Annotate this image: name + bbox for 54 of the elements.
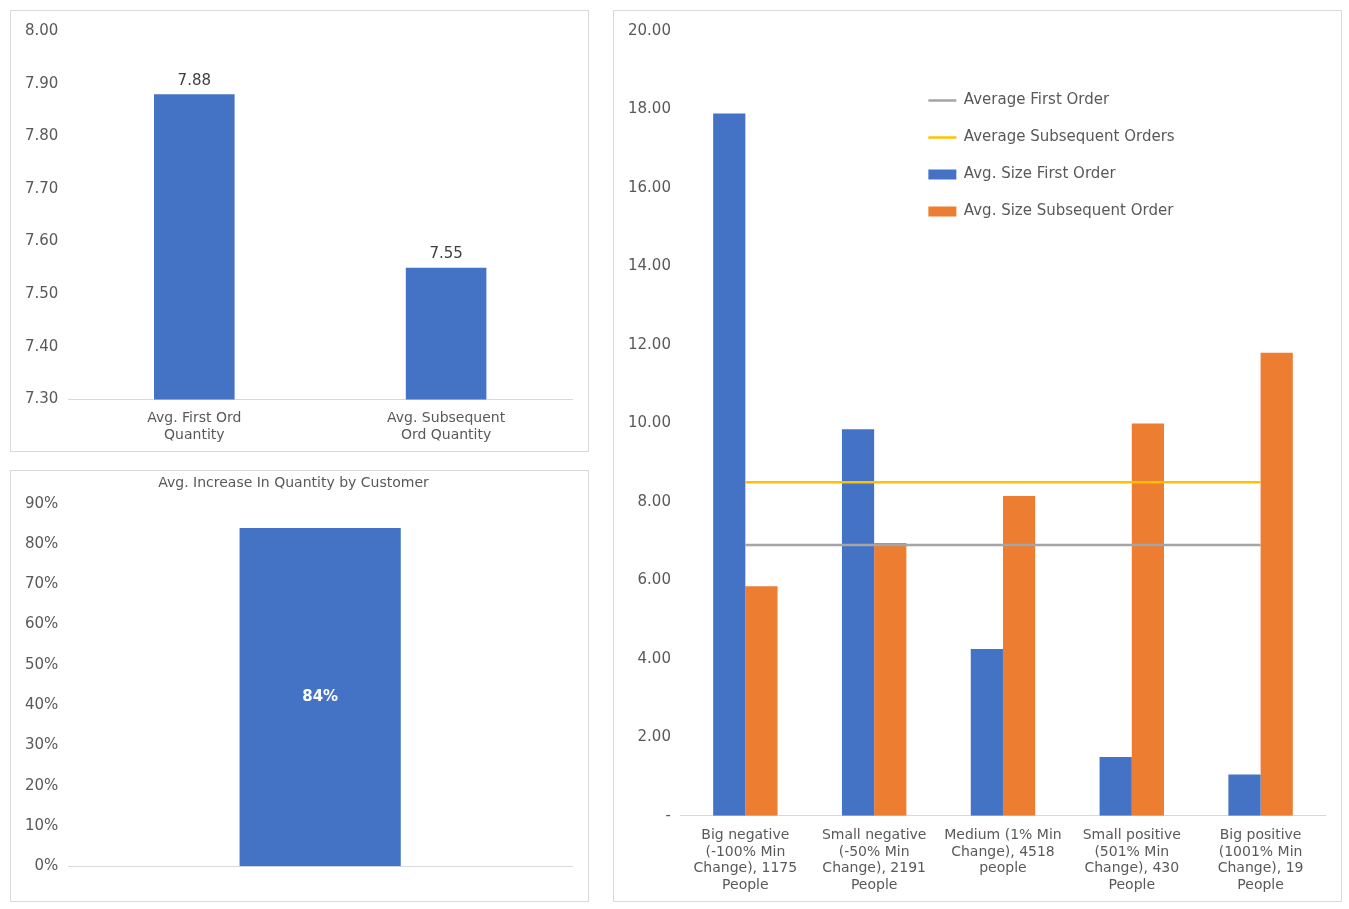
y-tick-label: 80% (25, 533, 59, 552)
x-tick-label: Small negative (-50% Min Change), 2191 People (821, 825, 927, 893)
x-tick-label: Small positive (501% Min Change), 430 People (1082, 825, 1181, 893)
data-label: 7.55 (429, 244, 463, 263)
bar (841, 429, 875, 816)
y-tick-label: 20% (25, 775, 59, 794)
bar (1002, 495, 1036, 816)
y-tick-label: 90% (25, 493, 59, 512)
y-tick-label: 7.40 (24, 336, 59, 355)
bar (1131, 423, 1164, 816)
x-tick-label: Big negative (-100% Min Change), 1175 People (693, 825, 798, 893)
y-tick-label: 10.00 (627, 413, 671, 432)
x-tick-label: Big positive (1001% Min Change), 19 People (1217, 825, 1304, 893)
y-tick-label: 0% (34, 856, 59, 875)
legend-label: Average First Order (963, 90, 1111, 109)
bar (970, 649, 1003, 816)
y-tick-label: 7.60 (24, 231, 59, 250)
bar (745, 586, 778, 816)
y-tick-label: 60% (25, 614, 59, 633)
data-label: 7.88 (177, 70, 211, 89)
legend-label: Avg. Size First Order (963, 164, 1117, 183)
bar (1260, 352, 1293, 816)
bar (1099, 756, 1132, 816)
x-tick-label: Avg. First Ord Quantity (147, 409, 242, 443)
data-label: 84% (302, 686, 339, 705)
y-tick-label: 8.00 (637, 491, 671, 510)
y-tick-label: 14.00 (627, 256, 671, 275)
legend-label: Average Subsequent Orders (963, 127, 1175, 146)
y-tick-label: 2.00 (637, 727, 671, 746)
y-tick-label: 7.90 (24, 73, 59, 92)
y-tick-label: 4.00 (637, 648, 671, 667)
y-tick-label: 7.30 (24, 389, 59, 408)
y-tick-label: 18.00 (627, 99, 671, 118)
y-tick-label: 40% (25, 695, 59, 714)
y-tick-label: 30% (25, 735, 59, 754)
y-tick-label: 7.50 (24, 284, 59, 303)
y-tick-label: 20.00 (627, 20, 671, 39)
y-tick-label: 16.00 (627, 177, 671, 196)
bar (1228, 774, 1261, 816)
y-tick-label: - (665, 805, 671, 824)
bar (874, 543, 907, 816)
y-tick-label: 7.70 (24, 178, 59, 197)
bar (713, 113, 746, 816)
y-tick-label: 7.80 (24, 126, 59, 145)
y-tick-label: 12.00 (627, 334, 671, 353)
y-tick-label: 6.00 (637, 570, 671, 589)
y-tick-label: 70% (25, 574, 59, 593)
legend-label: Avg. Size Subsequent Order (963, 201, 1175, 220)
y-tick-label: 8.00 (24, 20, 59, 39)
x-tick-label: Avg. Subsequent Ord Quantity (387, 409, 506, 443)
x-tick-label: Medium (1% Min Change), 4518 people (944, 825, 1062, 876)
y-tick-label: 10% (25, 815, 59, 834)
chart-title: Avg. Increase In Quantity by Customer (158, 474, 430, 491)
y-tick-label: 50% (25, 654, 59, 673)
